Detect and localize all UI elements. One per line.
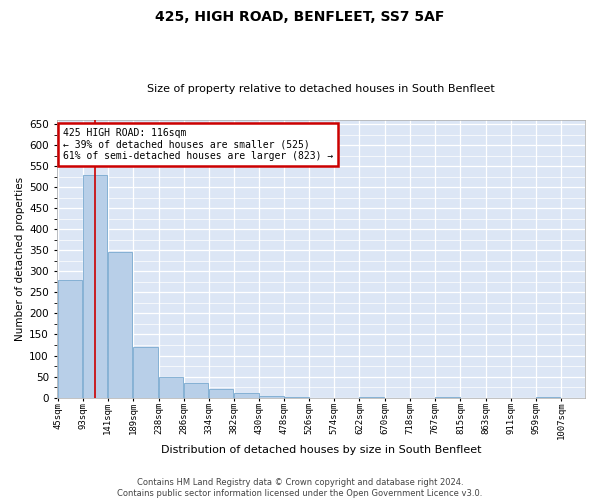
Text: 425 HIGH ROAD: 116sqm
← 39% of detached houses are smaller (525)
61% of semi-det: 425 HIGH ROAD: 116sqm ← 39% of detached …	[63, 128, 333, 162]
Bar	[108, 252, 133, 398]
Bar	[209, 389, 233, 398]
Bar	[259, 396, 284, 398]
Bar	[436, 397, 460, 398]
Bar	[158, 376, 183, 398]
Bar	[184, 383, 208, 398]
Text: Contains HM Land Registry data © Crown copyright and database right 2024.
Contai: Contains HM Land Registry data © Crown c…	[118, 478, 482, 498]
Bar	[234, 394, 259, 398]
Bar	[58, 280, 82, 398]
Bar	[133, 347, 158, 398]
Bar	[359, 397, 384, 398]
X-axis label: Distribution of detached houses by size in South Benfleet: Distribution of detached houses by size …	[161, 445, 481, 455]
Bar	[83, 174, 107, 398]
Title: Size of property relative to detached houses in South Benfleet: Size of property relative to detached ho…	[147, 84, 494, 94]
Y-axis label: Number of detached properties: Number of detached properties	[15, 176, 25, 341]
Text: 425, HIGH ROAD, BENFLEET, SS7 5AF: 425, HIGH ROAD, BENFLEET, SS7 5AF	[155, 10, 445, 24]
Bar	[536, 397, 560, 398]
Bar	[284, 397, 309, 398]
